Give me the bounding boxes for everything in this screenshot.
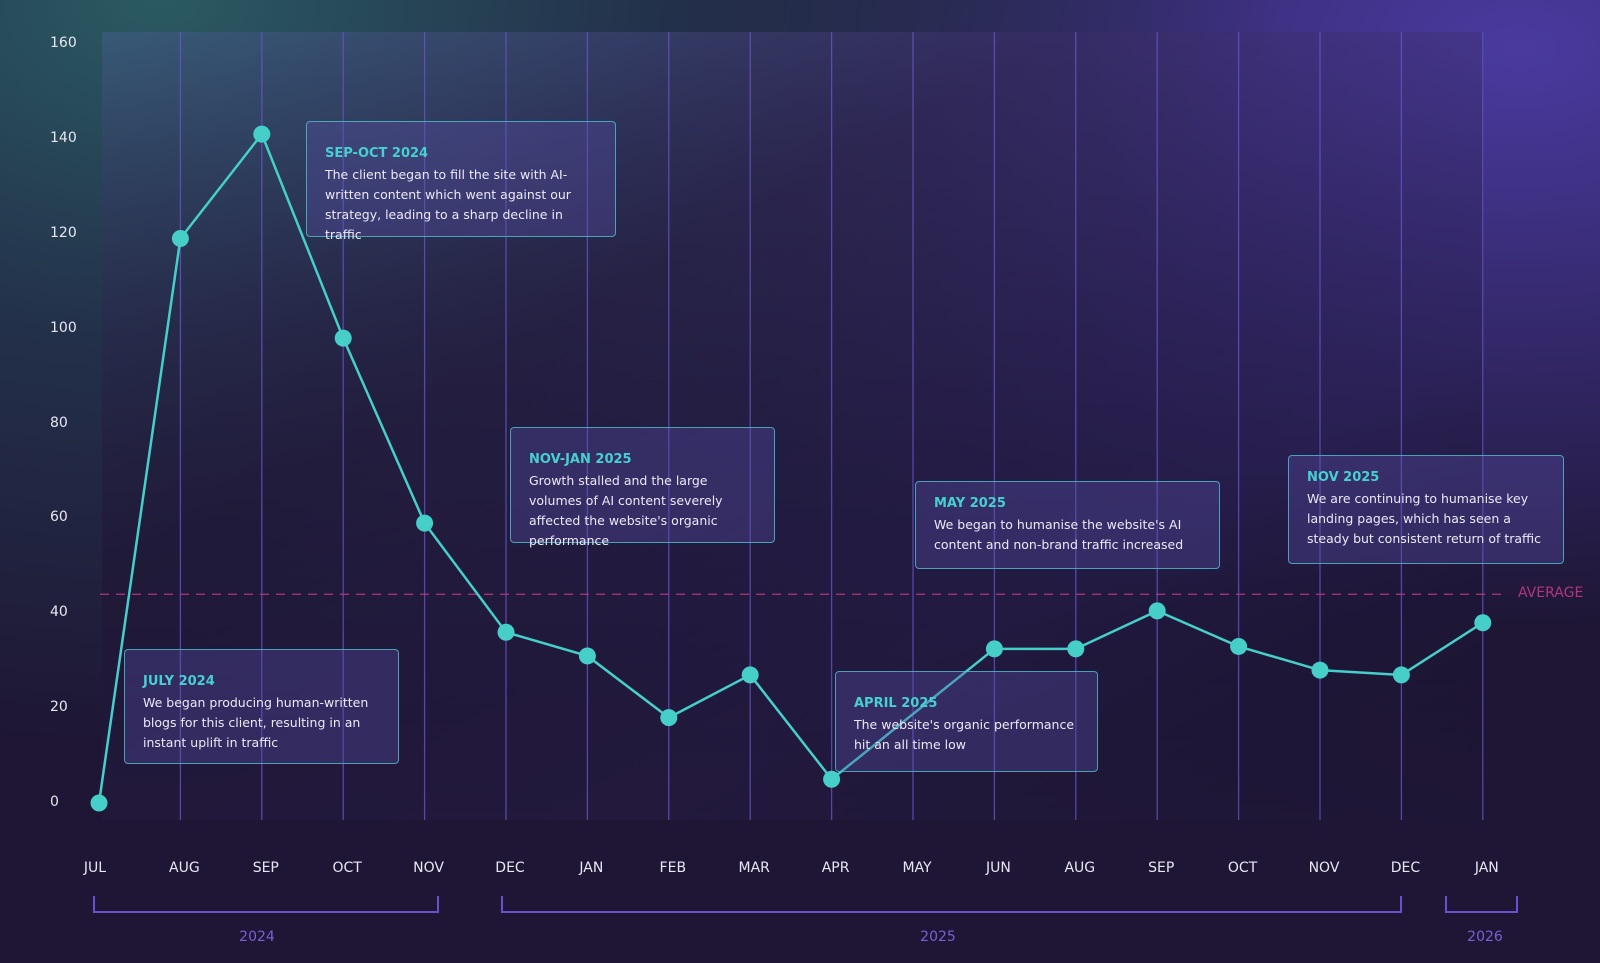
x-tick-label: OCT xyxy=(1227,860,1258,876)
y-tick-label: 160 xyxy=(50,35,77,51)
y-tick-label: 20 xyxy=(50,699,68,716)
annotation-nov-jan-2025: NOV-JAN 2025 Growth stalled and the larg… xyxy=(510,427,775,548)
plot-fade xyxy=(102,32,1484,820)
x-tick-label: NOV xyxy=(413,860,445,876)
x-tick-label: AUG xyxy=(1064,860,1096,876)
y-tick-label: 80 xyxy=(50,414,68,431)
data-point xyxy=(1148,602,1166,620)
y-tick-label: 40 xyxy=(50,604,68,621)
data-point xyxy=(416,514,434,532)
data-point xyxy=(578,647,596,665)
data-point xyxy=(497,623,515,641)
year-label: 2026 xyxy=(1467,929,1503,945)
annotation-title: APRIL 2025 xyxy=(854,696,938,711)
y-tick-label: 120 xyxy=(50,224,77,241)
x-tick-label: MAR xyxy=(738,860,770,876)
data-point xyxy=(1392,666,1410,684)
y-tick-label: 100 xyxy=(50,319,77,336)
x-tick-label: FEB xyxy=(659,860,687,876)
annotation-title: NOV-JAN 2025 xyxy=(529,452,632,467)
year-bracket-2025 xyxy=(501,896,1402,913)
y-tick-label: 60 xyxy=(50,509,68,526)
x-tick-label: DEC xyxy=(495,860,525,876)
annotation-text: We began producing human-written blogs f… xyxy=(143,695,369,750)
data-point xyxy=(1230,637,1248,655)
x-tick-label: DEC xyxy=(1390,860,1421,876)
x-tick-label: AUG xyxy=(169,860,200,876)
year-bracket-2024 xyxy=(93,896,439,913)
x-tick-label: JUN xyxy=(985,860,1011,876)
data-point xyxy=(171,229,189,247)
year-label: 2024 xyxy=(239,929,275,945)
data-point xyxy=(1474,614,1492,632)
x-tick-label: SEP xyxy=(1148,860,1175,876)
annotation-title: SEP-OCT 2024 xyxy=(325,146,429,161)
data-point xyxy=(985,640,1003,658)
annotation-text: We began to humanise the website's AI co… xyxy=(934,517,1184,552)
x-tick-label: JAN xyxy=(1474,860,1499,876)
annotation-text: Growth stalled and the large volumes of … xyxy=(529,473,723,548)
year-bracket-2026 xyxy=(1445,896,1518,913)
data-point xyxy=(660,709,678,727)
annotation-may-2025: MAY 2025 We began to humanise the websit… xyxy=(915,481,1220,569)
annotation-april-2025: APRIL 2025 The website's organic perform… xyxy=(835,671,1098,772)
annotation-title: NOV 2025 xyxy=(1307,470,1380,485)
annotation-july-2024: JULY 2024 We began producing human-writt… xyxy=(124,649,399,764)
annotation-text: The client began to fill the site with A… xyxy=(325,167,571,242)
data-point xyxy=(741,666,759,684)
x-tick-label: SEP xyxy=(252,860,279,876)
x-tick-label: JUL xyxy=(83,860,107,876)
annotation-text: We are continuing to humanise key landin… xyxy=(1307,491,1542,546)
annotation-nov-2025: NOV 2025 We are continuing to humanise k… xyxy=(1288,455,1564,564)
data-point xyxy=(1311,661,1329,679)
x-tick-label: NOV xyxy=(1308,860,1340,876)
data-point xyxy=(1067,640,1085,658)
year-label: 2025 xyxy=(920,929,956,945)
y-tick-label: 140 xyxy=(50,129,77,146)
x-tick-label: APR xyxy=(821,860,850,876)
annotation-sep-oct-2024: SEP-OCT 2024 The client began to fill th… xyxy=(306,121,616,242)
x-tick-label: JAN xyxy=(579,860,604,876)
annotation-title: JULY 2024 xyxy=(143,674,215,689)
data-point xyxy=(823,770,841,788)
y-tick-label: 0 xyxy=(50,794,59,810)
data-point xyxy=(253,125,271,143)
x-tick-label: OCT xyxy=(332,860,362,876)
x-tick-label: MAY xyxy=(902,860,932,876)
data-point xyxy=(90,794,108,812)
data-point xyxy=(334,329,352,347)
annotation-text: The website's organic performance hit an… xyxy=(854,717,1075,752)
average-label: AVERAGE xyxy=(1518,585,1584,602)
annotation-title: MAY 2025 xyxy=(934,496,1006,511)
